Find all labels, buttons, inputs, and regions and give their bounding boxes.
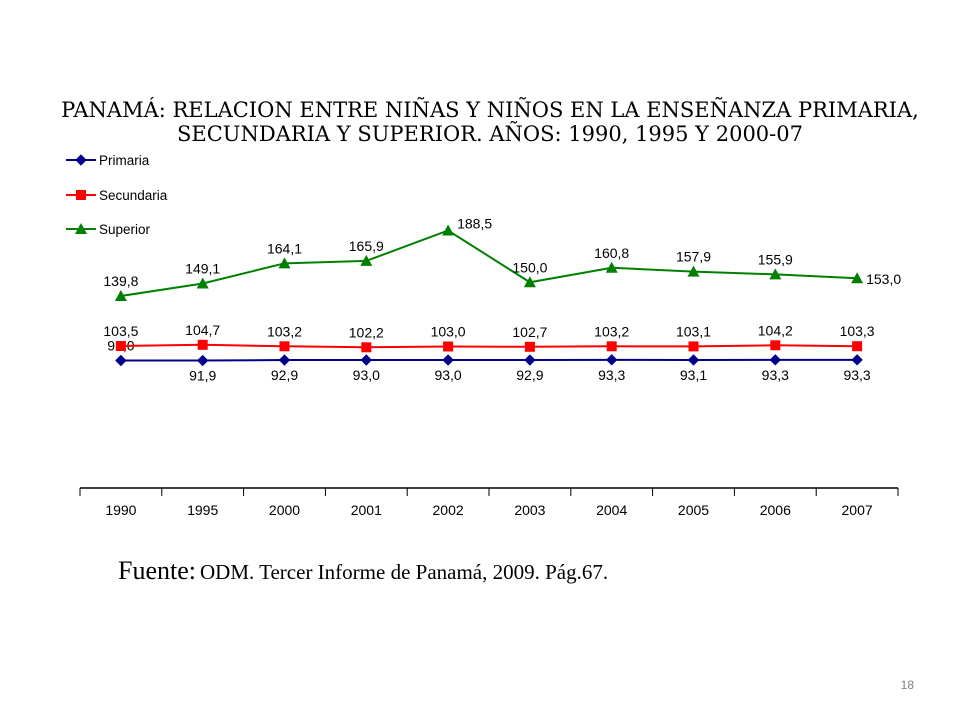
point-superior-2004 xyxy=(605,261,618,273)
data-label-secundaria-1990: 103,5 xyxy=(103,323,138,339)
point-superior-2000 xyxy=(278,257,291,269)
series-line-secundaria xyxy=(120,343,858,349)
data-label-secundaria-2000: 103,2 xyxy=(267,323,302,339)
legend-marker-primaria xyxy=(75,154,87,166)
series-line-superior xyxy=(120,229,858,297)
point-primaria-2004 xyxy=(605,354,618,366)
x-tick-label-1995: 1995 xyxy=(187,502,218,518)
data-label-superior-2002: 188,5 xyxy=(457,216,492,232)
data-label-primaria-2003: 92,9 xyxy=(516,367,543,383)
point-superior-1995 xyxy=(196,277,209,289)
chart-title-line-1: PANAMÁ: RELACION ENTRE NIÑAS Y NIÑOS EN … xyxy=(61,98,919,122)
legend: Primaria Secundaria Superior xyxy=(66,153,168,237)
legend-marker-secundaria xyxy=(76,190,86,200)
source-text: ODM. Tercer Informe de Panamá, 2009. Pág… xyxy=(200,560,609,584)
data-label-primaria-2002: 93,0 xyxy=(434,367,461,383)
point-superior-2007 xyxy=(851,272,864,284)
data-label-primaria-2004: 93,3 xyxy=(598,367,625,383)
data-label-primaria-2006: 93,3 xyxy=(762,367,789,383)
data-label-secundaria-2004: 103,2 xyxy=(594,323,629,339)
point-primaria-1990 xyxy=(115,354,127,367)
x-tick-label-2003: 2003 xyxy=(514,502,545,518)
legend-marker-superior xyxy=(75,223,87,234)
point-superior-1990 xyxy=(114,290,127,301)
point-superior-2005 xyxy=(687,265,700,277)
x-tick-label-2007: 2007 xyxy=(842,502,873,518)
data-label-superior-2000: 164,1 xyxy=(267,240,302,256)
point-secundaria-2004 xyxy=(606,341,617,352)
legend-label-primaria: Primaria xyxy=(99,153,150,168)
x-tick-label-2005: 2005 xyxy=(678,502,709,518)
data-label-secundaria-2003: 102,7 xyxy=(512,324,547,340)
point-superior-2002 xyxy=(442,224,455,236)
data-label-superior-2001: 165,9 xyxy=(349,238,384,254)
data-label-secundaria-2007: 103,3 xyxy=(840,323,875,339)
source-note: Fuente: ODM. Tercer Informe de Panamá, 2… xyxy=(118,556,608,586)
point-secundaria-2002 xyxy=(443,341,454,352)
point-secundaria-1990 xyxy=(115,341,126,351)
data-label-primaria-1995: 91,9 xyxy=(189,368,216,384)
data-label-superior-1995: 149,1 xyxy=(185,260,220,276)
source-label: Fuente: xyxy=(118,556,196,585)
x-tick-label-2000: 2000 xyxy=(269,502,300,518)
x-tick-label-2006: 2006 xyxy=(760,502,791,518)
data-label-primaria-2001: 93,0 xyxy=(353,367,380,383)
x-tick-label-2004: 2004 xyxy=(596,502,627,518)
page-number: 18 xyxy=(900,678,914,692)
series-line-primaria xyxy=(120,358,858,362)
chart-title-line-2: SECUNDARIA Y SUPERIOR. AÑOS: 1990, 1995 … xyxy=(177,122,803,146)
point-secundaria-2003 xyxy=(524,341,535,352)
data-label-secundaria-1995: 104,7 xyxy=(185,322,220,338)
data-label-superior-1990: 139,8 xyxy=(103,273,138,289)
point-secundaria-1995 xyxy=(197,339,208,350)
point-primaria-2002 xyxy=(442,354,454,366)
data-label-primaria-2005: 93,1 xyxy=(680,367,707,383)
data-label-primaria-2007: 93,3 xyxy=(843,367,870,383)
x-tick-label-2001: 2001 xyxy=(351,502,382,518)
data-label-primaria-2000: 92,9 xyxy=(271,367,298,383)
data-label-superior-2005: 157,9 xyxy=(676,249,711,265)
point-secundaria-2006 xyxy=(770,340,781,351)
point-primaria-2006 xyxy=(769,354,782,366)
point-secundaria-2001 xyxy=(361,342,372,353)
point-primaria-2007 xyxy=(851,354,863,366)
x-tick-label-2002: 2002 xyxy=(433,502,464,518)
data-label-secundaria-2005: 103,1 xyxy=(676,323,711,339)
x-tick-label-1990: 1990 xyxy=(105,502,136,518)
series-layer: 92,091,992,993,093,092,993,393,193,393,3… xyxy=(103,216,901,384)
point-superior-2006 xyxy=(769,268,782,280)
data-label-secundaria-2001: 102,2 xyxy=(349,324,384,340)
point-primaria-2000 xyxy=(278,354,291,366)
point-superior-2003 xyxy=(523,276,536,288)
point-superior-2001 xyxy=(360,254,373,266)
x-axis: 1990 1995 2000 2001 2002 2003 2004 2005 2006 2007 xyxy=(79,487,899,518)
data-label-superior-2004: 160,8 xyxy=(594,245,629,261)
point-primaria-1995 xyxy=(196,354,209,367)
data-label-superior-2003: 150,0 xyxy=(512,259,547,275)
data-label-secundaria-2006: 104,2 xyxy=(758,322,793,338)
point-primaria-2001 xyxy=(360,354,373,366)
data-label-superior-2007: 153,0 xyxy=(866,271,901,287)
point-primaria-2003 xyxy=(524,354,536,366)
data-label-superior-2006: 155,9 xyxy=(758,251,793,267)
data-label-secundaria-2002: 103,0 xyxy=(431,324,466,340)
legend-label-superior: Superior xyxy=(99,222,151,237)
point-primaria-2005 xyxy=(687,354,700,366)
point-secundaria-2007 xyxy=(852,341,863,352)
point-secundaria-2000 xyxy=(279,341,290,352)
legend-label-secundaria: Secundaria xyxy=(99,188,168,203)
point-secundaria-2005 xyxy=(688,341,699,352)
